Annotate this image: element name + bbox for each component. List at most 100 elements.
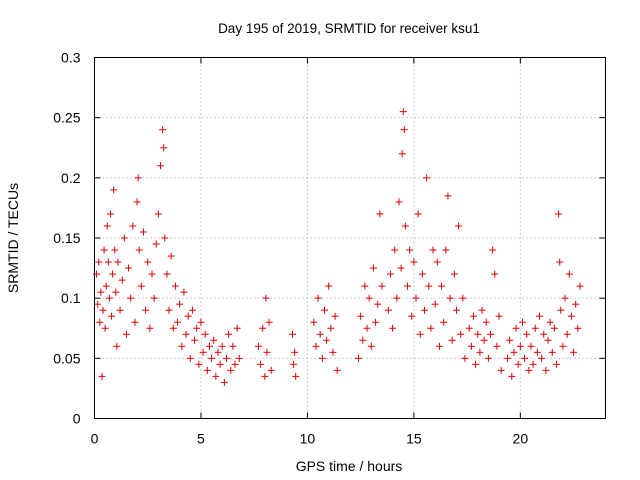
- data-point: [484, 354, 492, 362]
- data-point: [148, 270, 156, 278]
- data-point: [504, 354, 512, 362]
- data-point: [540, 330, 548, 338]
- data-point: [203, 366, 211, 374]
- data-point: [180, 288, 188, 296]
- data-point: [112, 288, 120, 296]
- data-point: [440, 318, 448, 326]
- data-point: [535, 312, 543, 320]
- data-point: [406, 246, 414, 254]
- data-point: [555, 210, 563, 218]
- data-point: [257, 360, 265, 368]
- y-axis-label: SRMTID / TECUs: [5, 183, 21, 293]
- data-point: [111, 246, 119, 254]
- data-point: [523, 330, 531, 338]
- data-point: [95, 258, 103, 266]
- data-point: [529, 360, 537, 368]
- data-point: [527, 342, 535, 350]
- data-point: [567, 312, 575, 320]
- data-point: [171, 282, 179, 290]
- data-point: [397, 264, 405, 272]
- data-point: [401, 222, 409, 230]
- y-tick-label: 0.1: [61, 290, 81, 306]
- data-point: [104, 258, 112, 266]
- data-point: [114, 258, 122, 266]
- data-point: [565, 270, 573, 278]
- data-point: [418, 270, 426, 278]
- data-point: [327, 324, 335, 332]
- data-point: [163, 270, 171, 278]
- data-point: [427, 324, 435, 332]
- data-point: [134, 174, 142, 182]
- data-point: [516, 342, 524, 350]
- data-point: [357, 312, 365, 320]
- data-point: [227, 366, 235, 374]
- data-point: [425, 282, 433, 290]
- data-point: [553, 360, 561, 368]
- data-point: [267, 366, 275, 374]
- data-point: [576, 282, 584, 290]
- data-point: [491, 270, 499, 278]
- data-point: [214, 348, 222, 356]
- data-point: [446, 294, 454, 302]
- x-axis-label: GPS time / hours: [296, 458, 403, 474]
- data-point: [110, 186, 118, 194]
- data-point: [542, 366, 550, 374]
- data-point: [412, 294, 420, 302]
- data-point: [261, 372, 269, 380]
- data-point: [184, 312, 192, 320]
- data-point: [393, 294, 401, 302]
- data-point: [461, 354, 469, 362]
- data-point: [96, 318, 104, 326]
- data-point: [531, 324, 539, 332]
- data-point: [450, 270, 458, 278]
- data-point: [262, 294, 270, 302]
- data-point: [231, 360, 239, 368]
- y-tick-label: 0.3: [61, 50, 81, 66]
- data-point: [225, 330, 233, 338]
- data-point: [289, 330, 297, 338]
- data-point: [154, 210, 162, 218]
- x-tick-label: 15: [406, 431, 422, 447]
- data-point: [93, 270, 101, 278]
- data-point: [197, 318, 205, 326]
- data-point: [195, 360, 203, 368]
- data-point: [476, 348, 484, 356]
- data-point: [452, 306, 460, 314]
- data-point: [421, 306, 429, 314]
- data-point: [160, 144, 168, 152]
- data-point: [431, 300, 439, 308]
- data-point: [363, 324, 371, 332]
- data-point: [290, 360, 298, 368]
- data-point: [414, 210, 422, 218]
- x-tick-label: 5: [197, 431, 205, 447]
- data-point: [199, 348, 207, 356]
- data-point: [514, 360, 522, 368]
- data-point: [216, 360, 224, 368]
- data-point: [259, 324, 267, 332]
- x-axis: 0 5 10 15 20: [91, 57, 528, 447]
- data-point: [559, 342, 567, 350]
- data-point: [563, 330, 571, 338]
- data-point: [116, 306, 124, 314]
- data-point: [122, 330, 130, 338]
- data-point: [376, 210, 384, 218]
- data-point: [487, 330, 495, 338]
- data-point: [482, 318, 490, 326]
- data-point: [556, 258, 564, 266]
- data-point: [137, 282, 145, 290]
- data-point: [374, 300, 382, 308]
- data-point: [182, 330, 190, 338]
- data-point: [474, 330, 482, 338]
- data-point: [139, 228, 147, 236]
- data-point: [467, 342, 475, 350]
- data-point: [94, 300, 102, 308]
- data-point: [410, 258, 418, 266]
- data-point: [570, 348, 578, 356]
- data-point: [146, 324, 154, 332]
- data-point: [235, 354, 243, 362]
- data-point: [391, 246, 399, 254]
- data-point: [310, 318, 318, 326]
- data-point: [142, 306, 150, 314]
- data-point: [518, 318, 526, 326]
